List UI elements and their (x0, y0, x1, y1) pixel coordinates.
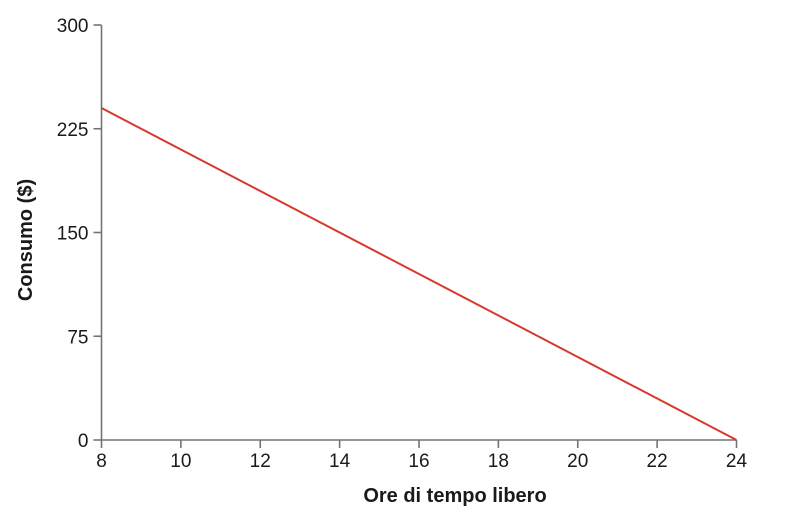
x-tick-label: 12 (250, 451, 271, 472)
x-tick-label: 20 (567, 451, 588, 472)
x-tick-label: 10 (170, 451, 191, 472)
y-tick-label: 225 (57, 120, 89, 141)
x-tick-label: 22 (647, 451, 668, 472)
x-tick-label: 14 (329, 451, 351, 472)
x-tick-label: 8 (96, 451, 107, 472)
x-tick-label: 18 (488, 451, 509, 472)
y-tick-label: 75 (67, 327, 88, 348)
y-axis-title: Consumo ($) (15, 178, 37, 302)
series-line (101, 107, 737, 441)
y-tick-label: 150 (57, 224, 89, 245)
x-tick-label: 16 (408, 451, 429, 472)
x-tick-label: 24 (726, 451, 748, 472)
y-tick-label: 300 (57, 16, 89, 37)
y-tick-label: 0 (78, 431, 89, 452)
x-axis-title: Ore di tempo libero (363, 485, 547, 507)
